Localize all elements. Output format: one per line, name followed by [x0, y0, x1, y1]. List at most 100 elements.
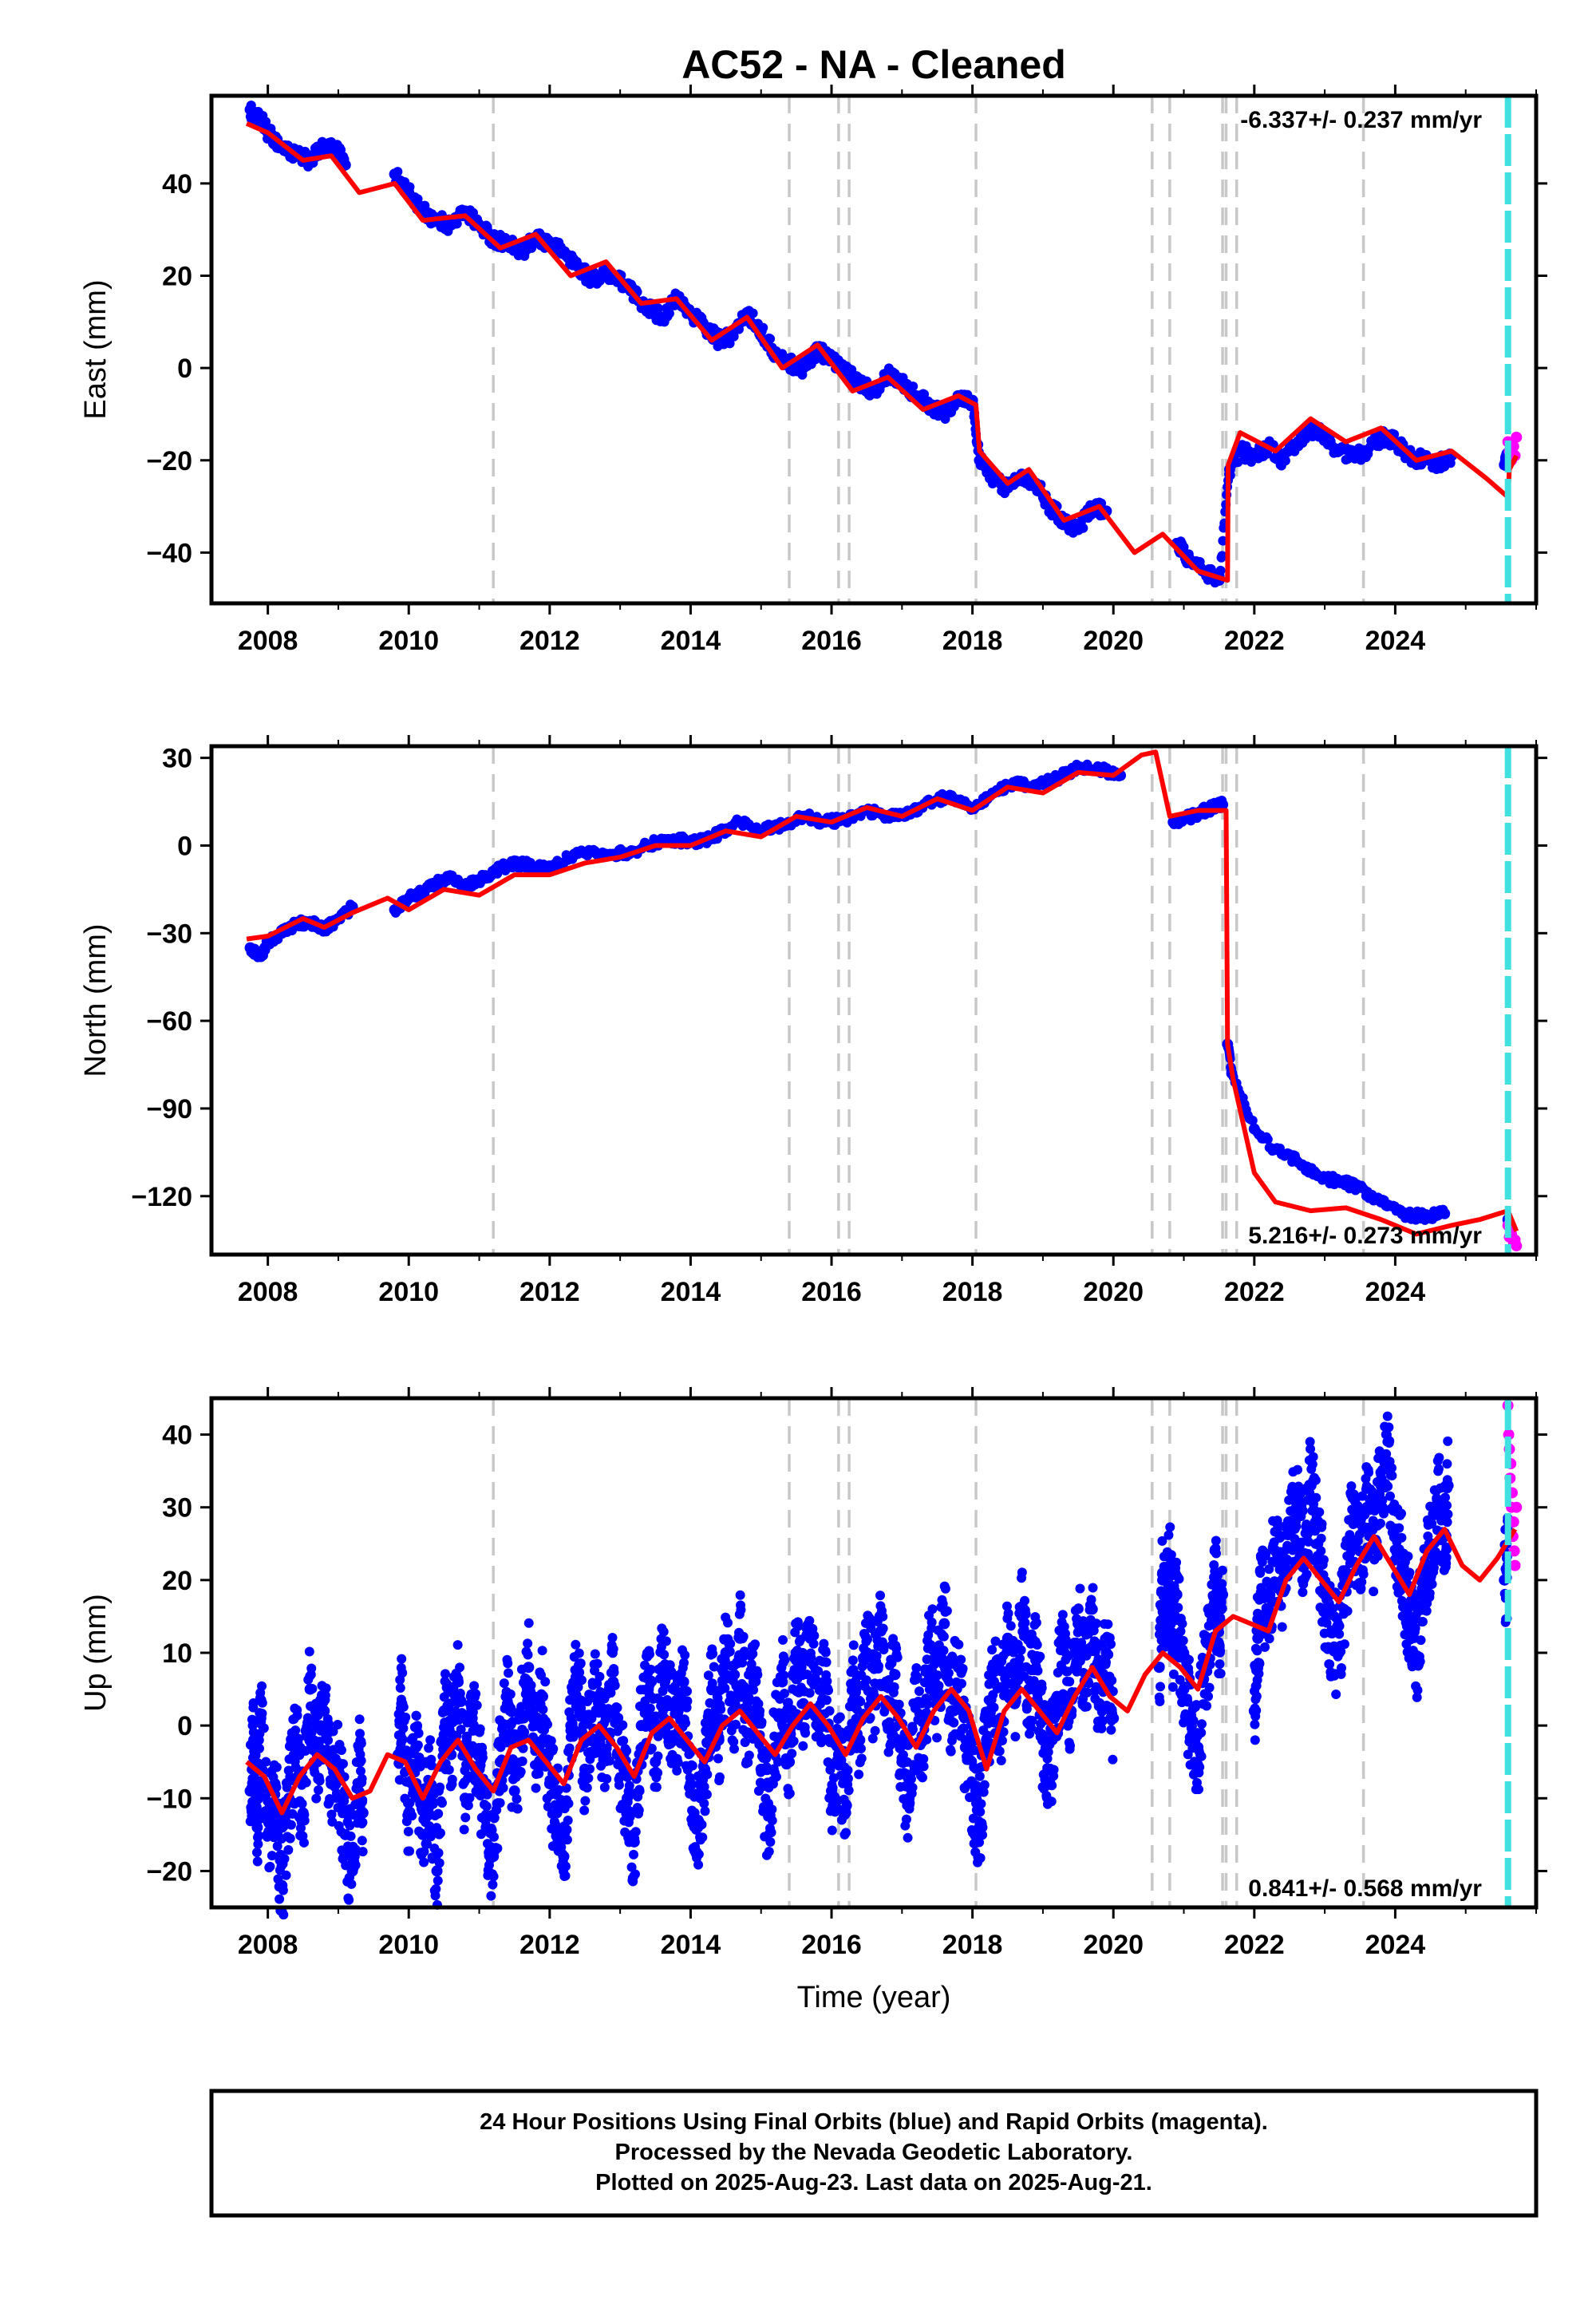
data-point	[1106, 1639, 1116, 1650]
data-point	[654, 303, 664, 314]
data-point	[512, 1804, 523, 1814]
data-point	[932, 1670, 942, 1681]
data-point	[512, 1794, 522, 1804]
data-point	[878, 1611, 888, 1622]
data-point	[954, 1639, 964, 1650]
data-point	[889, 1668, 899, 1678]
x-tick-label: 2016	[801, 1277, 862, 1307]
velocity-rate-label: 5.216+/- 0.273 mm/yr	[1248, 1223, 1482, 1249]
y-tick-label: 0	[177, 354, 192, 384]
data-point	[1233, 457, 1243, 468]
data-point	[357, 1836, 367, 1846]
data-point	[259, 1723, 269, 1733]
data-point	[1155, 1697, 1165, 1707]
data-point	[504, 1668, 514, 1678]
data-point	[321, 1683, 331, 1694]
data-point	[788, 1736, 799, 1746]
data-point	[599, 1782, 610, 1792]
data-point	[595, 1671, 605, 1682]
data-point	[358, 1847, 368, 1857]
data-point	[350, 1860, 361, 1871]
data-point	[476, 1829, 486, 1840]
data-point	[575, 1658, 586, 1669]
data-point	[453, 1674, 464, 1684]
y-tick-label: 40	[162, 169, 192, 200]
data-point	[481, 1801, 492, 1812]
data-point	[906, 1774, 916, 1784]
data-point	[787, 1749, 797, 1759]
data-point	[614, 1780, 624, 1790]
data-point	[434, 1858, 444, 1868]
data-point	[1108, 1754, 1118, 1765]
data-point	[397, 1668, 408, 1678]
data-point	[433, 1808, 444, 1819]
data-point	[820, 1647, 831, 1658]
data-point	[693, 1860, 704, 1870]
data-point	[685, 1773, 695, 1783]
data-point	[861, 1675, 871, 1686]
data-point	[750, 1639, 760, 1650]
data-point	[333, 1719, 343, 1729]
data-point	[697, 1820, 707, 1830]
data-point	[435, 1782, 445, 1792]
data-point	[285, 1833, 295, 1844]
data-point	[798, 1741, 808, 1751]
data-point	[1179, 542, 1189, 552]
data-point	[975, 1807, 986, 1817]
data-point	[687, 1761, 697, 1771]
data-point	[911, 1663, 922, 1674]
data-point	[748, 308, 758, 318]
data-point	[994, 1746, 1005, 1757]
y-tick-label: −20	[146, 446, 192, 476]
data-point	[298, 1837, 309, 1848]
data-point	[485, 1854, 496, 1864]
data-point	[1003, 1608, 1013, 1618]
data-point	[1217, 796, 1227, 806]
data-point	[664, 308, 674, 318]
data-point	[354, 1714, 365, 1725]
data-point	[540, 1677, 551, 1687]
data-point	[749, 1685, 759, 1695]
data-point	[738, 1631, 749, 1642]
data-point	[974, 1771, 985, 1781]
data-point	[672, 1765, 682, 1776]
data-point	[346, 1879, 357, 1889]
data-point	[780, 1654, 790, 1665]
data-point	[1033, 1666, 1043, 1676]
data-point	[477, 1753, 488, 1763]
data-point	[701, 1789, 712, 1800]
data-point	[592, 1658, 602, 1669]
data-point	[828, 1783, 838, 1793]
data-point	[356, 1756, 366, 1766]
data-point	[424, 1743, 434, 1753]
data-point	[405, 182, 415, 192]
data-point	[766, 1828, 776, 1838]
data-point	[889, 1682, 899, 1692]
data-point	[870, 1725, 880, 1736]
data-point	[892, 1652, 903, 1662]
data-point	[456, 1696, 467, 1706]
data-point	[730, 1670, 741, 1680]
data-point	[697, 1832, 708, 1843]
data-point	[257, 1681, 267, 1691]
data-point	[1106, 1725, 1116, 1735]
data-point	[268, 1772, 279, 1782]
data-point	[855, 1697, 866, 1707]
data-point	[824, 1705, 835, 1716]
data-point	[682, 1686, 693, 1697]
data-point	[765, 334, 776, 344]
data-point	[498, 1783, 508, 1793]
data-point	[659, 1650, 670, 1660]
data-point	[397, 1734, 408, 1745]
data-point	[630, 1827, 641, 1837]
data-point	[1086, 1595, 1096, 1605]
data-point	[413, 1740, 423, 1750]
data-point	[753, 1670, 763, 1680]
data-point	[827, 1825, 837, 1836]
data-point	[344, 1895, 354, 1905]
data-point	[560, 1861, 571, 1871]
data-point	[301, 1777, 311, 1788]
data-point	[460, 1812, 471, 1823]
data-point	[914, 1686, 924, 1697]
data-point	[1020, 1618, 1030, 1628]
